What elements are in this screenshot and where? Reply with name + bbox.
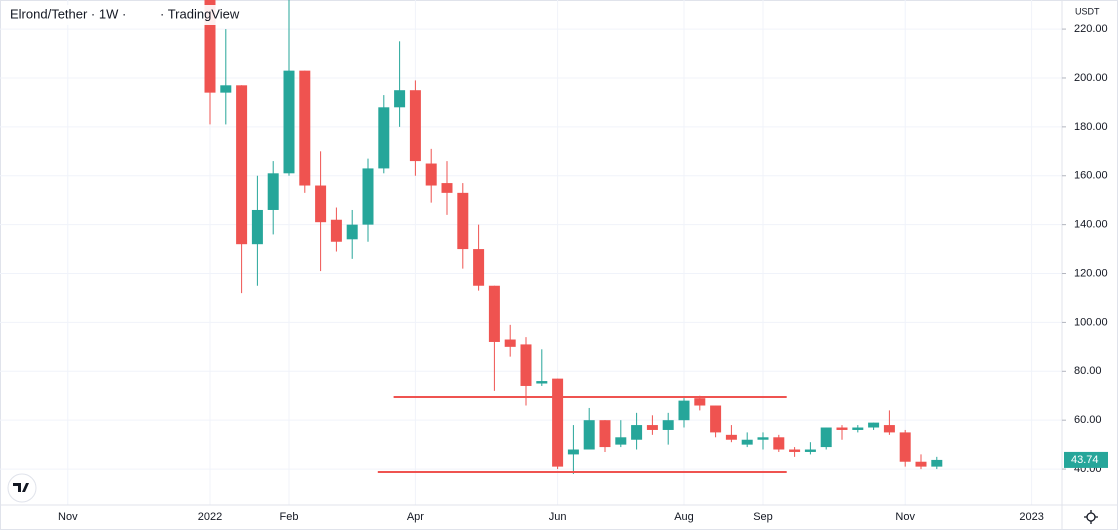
last-price-tag: [1064, 451, 1108, 468]
y-tick-label: 60.00: [1074, 414, 1102, 426]
candle-body: [520, 344, 532, 386]
candle-body: [899, 432, 911, 462]
candle-body: [631, 425, 643, 440]
currency-label[interactable]: USDT: [1075, 6, 1100, 16]
candle-body: [251, 209, 263, 245]
tv-logo[interactable]: [7, 473, 37, 503]
candle-body: [473, 249, 485, 286]
candle-body: [741, 439, 753, 445]
candle-body: [646, 425, 658, 430]
y-tick-label: 180.00: [1074, 121, 1108, 133]
candle-body: [552, 378, 564, 467]
x-tick-label: Sep: [753, 511, 773, 523]
last-price-label: 43.74: [1071, 454, 1099, 466]
candle-body: [283, 70, 295, 174]
candle-body: [725, 434, 737, 440]
candle-body: [457, 192, 469, 250]
y-tick-label: 200.00: [1074, 72, 1108, 84]
candle-body: [267, 173, 279, 210]
candle-body: [931, 459, 943, 467]
candle-body: [820, 427, 832, 448]
candle-body: [789, 449, 801, 452]
candle-body: [773, 437, 785, 450]
chart-title: Elrond/Tether · 1W ·: [10, 6, 126, 21]
candle-body: [409, 90, 421, 162]
x-tick-label: Jun: [549, 511, 567, 523]
candle-body: [236, 85, 248, 245]
x-tick-label: Nov: [58, 511, 78, 523]
candle-body: [710, 405, 722, 433]
candle-body: [583, 420, 595, 450]
candle-body: [678, 400, 690, 421]
candle-body: [599, 420, 611, 448]
candle-body: [362, 168, 374, 225]
candle-body: [868, 422, 880, 428]
y-tick-label: 100.00: [1074, 316, 1108, 328]
candle-body: [425, 163, 437, 186]
candle-body: [536, 381, 548, 384]
candle-body: [204, 0, 216, 93]
candle-body: [915, 461, 927, 467]
candle-body: [488, 285, 500, 342]
candle-body: [315, 185, 327, 223]
plot-area: [204, 0, 943, 474]
y-tick-label: 120.00: [1074, 267, 1108, 279]
y-tick-label: 160.00: [1074, 170, 1108, 182]
candle-body: [804, 449, 816, 452]
axes: 40.0060.0080.00100.00120.00140.00160.001…: [58, 23, 1108, 523]
candle-body: [299, 70, 311, 186]
candle-body: [220, 85, 232, 93]
candle-body: [615, 437, 627, 445]
x-tick-label: Nov: [895, 511, 915, 523]
x-tick-label: Apr: [407, 511, 424, 523]
source-label: · TradingView: [160, 6, 240, 21]
x-tick-label: Aug: [674, 511, 694, 523]
candle-body: [883, 425, 895, 433]
y-tick-label: 220.00: [1074, 23, 1108, 35]
candle-body: [394, 90, 406, 108]
candle-body: [662, 420, 674, 430]
candle-body: [567, 449, 579, 455]
settings-icon[interactable]: [1084, 510, 1098, 524]
y-tick-label: 140.00: [1074, 219, 1108, 231]
candle-body: [441, 183, 453, 193]
candle-body: [330, 219, 342, 242]
candle-body: [378, 107, 390, 169]
candle-body: [346, 224, 358, 240]
candle-body: [852, 427, 864, 430]
candle-body: [694, 398, 706, 406]
x-tick-label: 2023: [1019, 511, 1043, 523]
candle-body: [757, 437, 769, 440]
legend-bg: [6, 5, 242, 25]
x-tick-label: Feb: [280, 511, 299, 523]
y-tick-label: 80.00: [1074, 365, 1102, 377]
candle-body: [836, 427, 848, 430]
x-tick-label: 2022: [198, 511, 222, 523]
candle-body: [504, 339, 516, 347]
